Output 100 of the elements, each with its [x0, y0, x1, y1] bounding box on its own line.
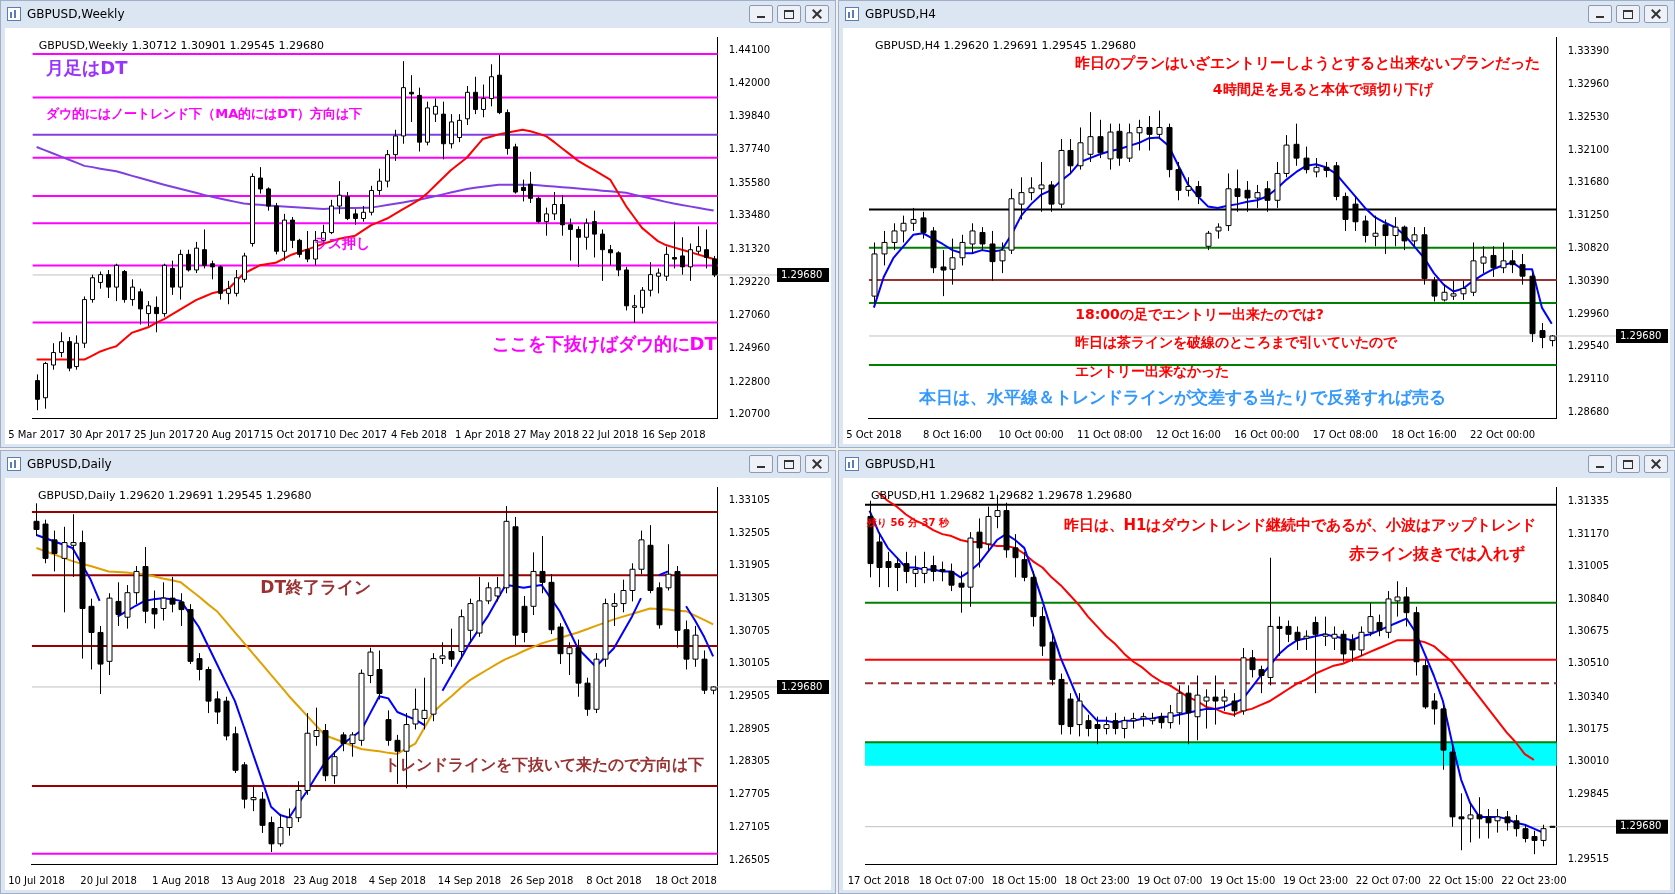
- x-tick-label: 19 Oct 07:00: [1137, 874, 1203, 886]
- x-tick-label: 18 Oct 23:00: [1064, 874, 1130, 886]
- y-tick-label: 1.31005: [1567, 560, 1610, 572]
- y-tick-label: 1.31335: [1567, 495, 1610, 507]
- y-tick-label: 1.22800: [728, 375, 771, 387]
- candlestick: [266, 186, 271, 212]
- y-tick-label: 1.29220: [728, 275, 771, 287]
- y-tick-label: 1.30840: [1567, 592, 1610, 604]
- candlestick: [425, 101, 430, 146]
- y-tick-label: 1.27705: [728, 788, 771, 800]
- x-tick-label: 22 Oct 23:00: [1501, 874, 1567, 886]
- annotation: エントリー出来なかった: [1075, 362, 1230, 379]
- candlestick: [67, 336, 72, 372]
- y-tick-label: 1.30510: [1567, 657, 1610, 669]
- candlestick: [218, 264, 223, 301]
- x-tick-label: 10 Oct 00:00: [998, 428, 1064, 440]
- annotation: 昨日は茶ラインを破線のところまで引いていたので: [1075, 334, 1399, 351]
- annotation: 赤ライン抜きでは入れず: [1348, 544, 1526, 564]
- x-tick-label: 4 Feb 2018: [391, 428, 447, 440]
- y-tick-label: 1.28305: [728, 755, 771, 767]
- y-tick-label: 1.29110: [1567, 373, 1610, 385]
- y-tick-label: 1.31320: [728, 242, 771, 254]
- y-tick-label: 1.29515: [1567, 852, 1610, 864]
- chart-subtitle: GBPUSD,Daily 1.29620 1.29691 1.29545 1.29680: [37, 488, 312, 502]
- x-tick-label: 8 Oct 16:00: [923, 428, 982, 440]
- annotation: 本日は、水平線＆トレンドラインが交差する当たりで反発すれば売る: [918, 387, 1447, 408]
- y-tick-label: 1.32530: [1567, 111, 1610, 123]
- x-tick-label: 5 Mar 2017: [8, 428, 66, 440]
- x-tick-label: 10 Jul 2018: [8, 874, 65, 886]
- candlestick: [305, 230, 310, 263]
- y-tick-label: 1.28905: [728, 722, 771, 734]
- chart-title: GBPUSD,Weekly: [27, 7, 125, 21]
- y-tick-label: 1.31170: [1567, 527, 1610, 539]
- x-tick-label: 8 Oct 2018: [586, 874, 642, 886]
- annotation: 月足はDT: [45, 57, 129, 79]
- candlestick: [632, 294, 637, 324]
- x-tick-label: 18 Oct 07:00: [918, 874, 985, 886]
- x-tick-label: 16 Sep 2018: [642, 428, 706, 440]
- ref-line-label: 1.29680: [1620, 329, 1662, 341]
- candlestick: [568, 218, 573, 262]
- x-tick-label: 23 Aug 2018: [293, 874, 358, 886]
- y-tick-label: 1.27060: [728, 309, 771, 321]
- y-tick-label: 1.31305: [728, 592, 771, 603]
- annotation: ここを下抜けばダウ的にDT: [491, 333, 718, 355]
- y-tick-label: 1.30175: [1567, 723, 1610, 735]
- y-tick-label: 1.33390: [1567, 45, 1610, 57]
- y-tick-label: 1.29540: [1567, 340, 1610, 352]
- y-tick-label: 1.30820: [1567, 242, 1610, 254]
- candlestick: [672, 221, 677, 269]
- x-tick-label: 27 May 2018: [513, 428, 580, 440]
- candlestick: [704, 228, 709, 269]
- candlestick: [513, 143, 518, 195]
- x-tick-label: 22 Oct 00:00: [1470, 428, 1536, 440]
- x-tick-label: 30 Apr 2017: [69, 428, 132, 440]
- y-tick-label: 1.27105: [728, 820, 771, 832]
- candlestick: [226, 280, 231, 305]
- x-tick-label: 15 Oct 2017: [260, 428, 323, 440]
- y-tick-label: 1.39840: [728, 110, 771, 122]
- y-tick-label: 1.30705: [728, 624, 771, 636]
- chart-title: GBPUSD,Daily: [27, 457, 112, 471]
- y-tick-label: 1.31905: [728, 559, 771, 571]
- candlestick: [592, 210, 597, 258]
- candlestick: [82, 295, 87, 349]
- x-tick-label: 19 Oct 15:00: [1210, 874, 1276, 886]
- annotation: 昨日は、H1はダウントレンド継続中であるが、小波はアップトレンド: [1063, 516, 1537, 535]
- x-tick-label: 14 Sep 2018: [437, 874, 502, 886]
- y-tick-label: 1.30340: [1567, 690, 1610, 702]
- x-tick-label: 18 Oct 2018: [655, 874, 717, 886]
- x-tick-label: 22 Oct 07:00: [1355, 874, 1421, 886]
- x-tick-label: 10 Dec 2017: [323, 428, 388, 440]
- ref-line-label: 1.29680: [781, 680, 823, 692]
- chart-title: GBPUSD,H1: [865, 457, 936, 471]
- x-tick-label: 11 Oct 08:00: [1077, 428, 1143, 440]
- y-tick-label: 1.31250: [1567, 209, 1610, 221]
- y-tick-label: 1.20700: [728, 408, 771, 420]
- y-tick-label: 1.33480: [728, 209, 771, 221]
- annotation: 昨日のプランはいざエントリーしようとすると出来ないプランだった: [1075, 53, 1541, 72]
- y-tick-label: 1.30105: [728, 657, 771, 669]
- candlestick: [505, 108, 510, 156]
- x-tick-label: 25 Jun 2017: [134, 428, 195, 440]
- candlestick: [234, 269, 239, 297]
- x-tick-label: 17 Oct 08:00: [1312, 428, 1379, 440]
- candlestick: [35, 373, 40, 411]
- annotation: 4時間足を見ると本体で頭切り下げ: [1212, 80, 1434, 97]
- candlestick: [648, 261, 653, 297]
- y-tick-label: 1.30390: [1567, 275, 1610, 287]
- x-tick-label: 12 Oct 16:00: [1155, 428, 1221, 440]
- annotation: 18:00の足でエントリー出来たのでは?: [1075, 305, 1324, 322]
- x-tick-label: 16 Oct 00:00: [1234, 428, 1300, 440]
- y-tick-label: 1.29845: [1567, 787, 1610, 799]
- x-tick-label: 1 Aug 2018: [151, 874, 210, 886]
- x-tick-label: 18 Oct 16:00: [1391, 428, 1457, 440]
- candlestick: [696, 225, 701, 255]
- candlestick: [481, 84, 486, 118]
- y-tick-label: 1.30675: [1567, 624, 1610, 636]
- x-tick-label: 13 Aug 2018: [220, 874, 286, 886]
- x-tick-label: 17 Oct 2018: [847, 874, 910, 886]
- y-tick-label: 1.28680: [1567, 406, 1610, 418]
- x-tick-label: 1 Apr 2018: [454, 428, 511, 440]
- x-tick-label: 26 Sep 2018: [510, 874, 574, 886]
